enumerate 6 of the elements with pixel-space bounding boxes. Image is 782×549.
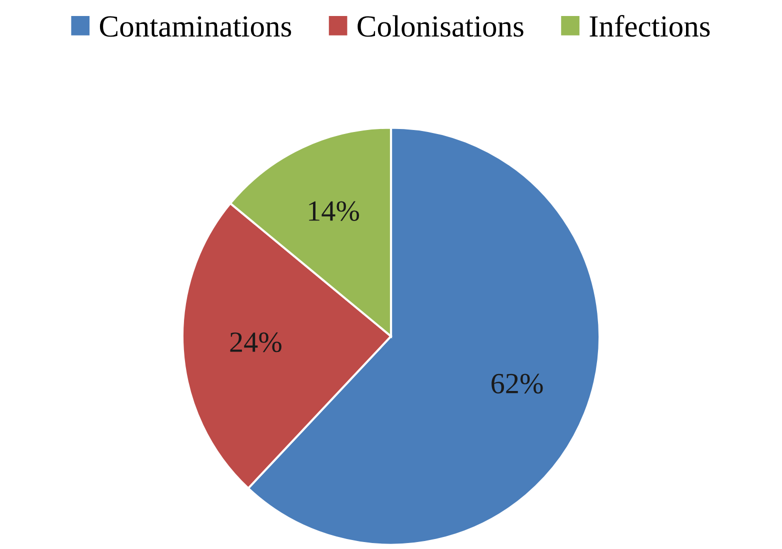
legend-label: Colonisations [358,15,524,37]
data-label: 24% [230,332,282,352]
data-label: 62% [492,374,543,394]
legend-label: Infections [590,14,710,37]
data-label: 14% [309,201,360,221]
legend-label: Contaminations [100,16,292,37]
